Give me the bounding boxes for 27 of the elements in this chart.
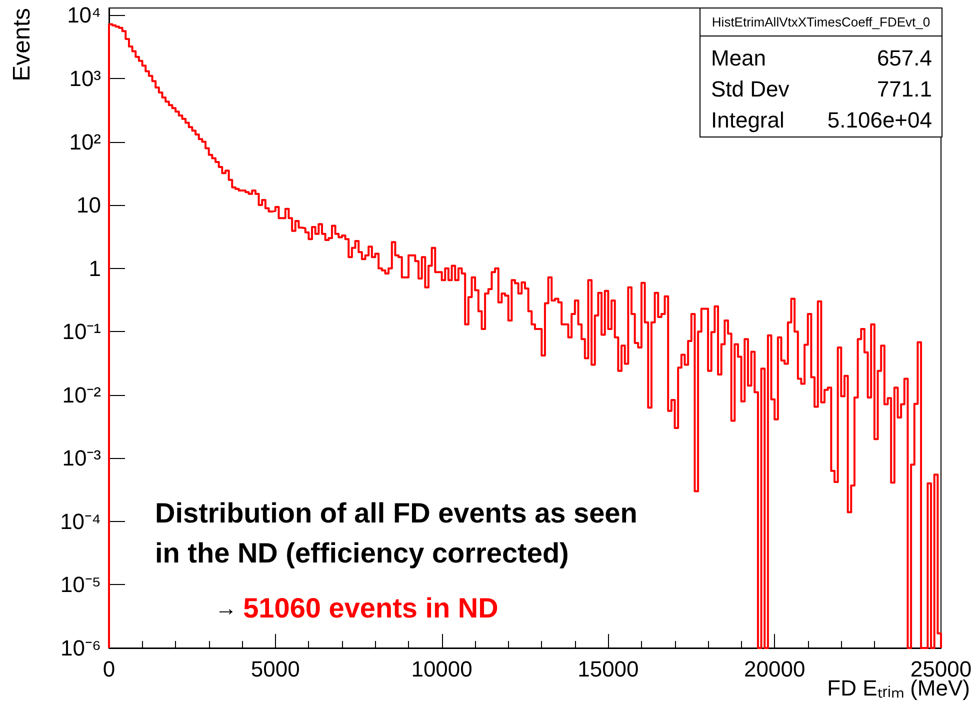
y-tick-label: 10⁻¹ [62, 319, 101, 344]
annotation: Distribution of all FD events as seen in the ND (efficiency corrected) [155, 498, 638, 568]
y-tick-label: 1 [88, 256, 101, 281]
y-tick-label: 10³ [69, 66, 101, 91]
x-tick-label: 10000 [411, 656, 472, 682]
y-tick-label: 10 [76, 192, 101, 218]
y-tick-label: 10⁻² [62, 382, 101, 408]
annotation: 771.1 [876, 76, 932, 102]
annotation: Integral [711, 108, 784, 132]
y-tick-label: 10⁻⁶ [60, 636, 101, 660]
y-tick-label: 10⁻³ [62, 446, 101, 471]
y-tick-label: 10⁻⁵ [60, 572, 101, 598]
x-tick-label: 0 [102, 656, 116, 682]
annotation: Std Dev [711, 76, 790, 102]
annotation: HistEtrimAllVtxXTimesCoeff_FDEvt_0 [712, 14, 930, 30]
annotation: → 51060 events in ND [215, 592, 498, 624]
y-tick-label: 10⁻⁴ [60, 508, 101, 534]
annotation: Mean [711, 46, 766, 70]
x-tick-label: 15000 [578, 656, 639, 682]
x-tick-label: 20000 [744, 656, 806, 682]
annotation: 5.106e+04 [827, 108, 932, 132]
annotation: 657.4 [876, 46, 932, 70]
y-tick-label: 10² [69, 129, 101, 154]
x-tick-label: 5000 [250, 656, 300, 682]
y-axis-title: Events [8, 8, 36, 82]
y-tick-label: 10⁴ [67, 2, 101, 28]
x-axis-title: FD Eₜᵣᵢₘ (MeV) [827, 676, 970, 700]
